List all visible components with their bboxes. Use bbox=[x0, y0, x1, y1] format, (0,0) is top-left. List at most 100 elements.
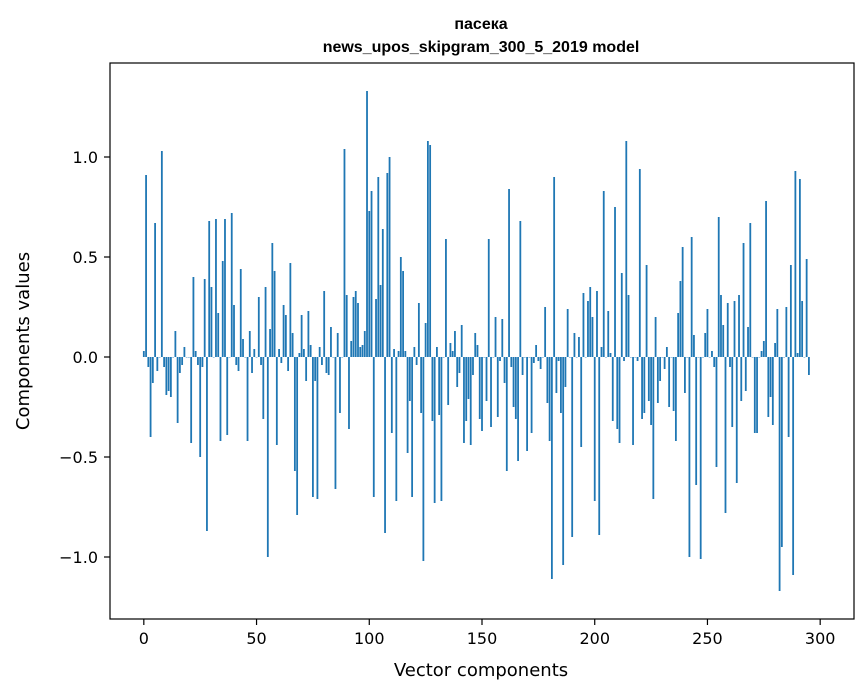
bar bbox=[647, 357, 650, 401]
bar bbox=[251, 357, 253, 373]
bar bbox=[769, 357, 772, 397]
bar bbox=[271, 243, 274, 357]
bar bbox=[350, 341, 353, 357]
bar bbox=[774, 343, 776, 357]
bar bbox=[160, 151, 163, 357]
bar bbox=[174, 331, 177, 357]
bar bbox=[620, 273, 623, 357]
bar bbox=[221, 261, 224, 357]
bar bbox=[298, 353, 301, 357]
bars-group bbox=[142, 91, 810, 591]
bar bbox=[431, 357, 434, 421]
bar bbox=[154, 223, 156, 357]
bar bbox=[566, 309, 569, 357]
bar bbox=[393, 349, 395, 357]
bar bbox=[278, 349, 280, 357]
bar bbox=[445, 239, 447, 357]
bar bbox=[440, 357, 443, 501]
bar bbox=[668, 357, 671, 407]
bar bbox=[147, 357, 150, 367]
bar bbox=[316, 357, 319, 499]
bar bbox=[413, 347, 416, 357]
bar bbox=[307, 311, 310, 357]
bar bbox=[436, 347, 438, 357]
bar bbox=[305, 357, 308, 381]
bar bbox=[246, 357, 249, 441]
bar bbox=[512, 357, 515, 407]
bar bbox=[787, 357, 790, 437]
bar bbox=[571, 357, 574, 537]
x-tick-label: 250 bbox=[692, 629, 723, 648]
bar bbox=[449, 343, 452, 357]
bar bbox=[386, 173, 389, 357]
bar bbox=[514, 357, 517, 419]
bar bbox=[242, 339, 244, 357]
bar bbox=[767, 357, 770, 417]
bar bbox=[169, 357, 172, 397]
bar bbox=[165, 357, 168, 395]
bar bbox=[596, 291, 598, 357]
bar bbox=[215, 219, 217, 357]
bar bbox=[323, 291, 326, 357]
y-tick-label: 0.0 bbox=[73, 348, 98, 367]
bar bbox=[239, 269, 242, 357]
bar bbox=[145, 175, 147, 357]
bar bbox=[607, 311, 610, 357]
bar bbox=[178, 357, 181, 373]
bar bbox=[199, 357, 202, 457]
bar bbox=[359, 347, 362, 357]
bar bbox=[704, 333, 707, 357]
bar bbox=[217, 313, 220, 357]
bar bbox=[206, 357, 208, 531]
bar bbox=[792, 357, 795, 575]
bar bbox=[593, 357, 596, 501]
x-tick-label: 200 bbox=[579, 629, 610, 648]
bar bbox=[713, 357, 716, 367]
bar bbox=[339, 357, 341, 413]
bar bbox=[366, 91, 368, 357]
bar bbox=[302, 349, 305, 357]
bar bbox=[711, 351, 713, 357]
bar bbox=[544, 307, 547, 357]
bar bbox=[233, 305, 235, 357]
bar bbox=[618, 357, 621, 443]
bar bbox=[194, 351, 197, 357]
bar bbox=[578, 337, 580, 357]
bar bbox=[690, 237, 693, 357]
bar bbox=[808, 357, 810, 375]
bar bbox=[722, 325, 725, 357]
bar bbox=[548, 357, 551, 441]
bar bbox=[724, 357, 727, 513]
bar bbox=[142, 351, 145, 357]
x-axis-label: Vector components bbox=[394, 660, 568, 681]
bar bbox=[744, 357, 747, 391]
bar bbox=[406, 357, 409, 453]
x-tick-label: 300 bbox=[805, 629, 836, 648]
bar bbox=[742, 243, 745, 357]
bar bbox=[530, 357, 533, 433]
bar bbox=[684, 357, 686, 393]
bar bbox=[643, 357, 646, 413]
bar bbox=[379, 285, 382, 357]
bar bbox=[266, 357, 269, 557]
bar bbox=[309, 345, 312, 357]
bar bbox=[616, 357, 619, 429]
y-axis-label: Components values bbox=[13, 252, 34, 430]
bar bbox=[451, 351, 454, 357]
bar bbox=[287, 357, 290, 371]
bar bbox=[589, 287, 592, 357]
bar bbox=[805, 259, 808, 357]
bar bbox=[740, 357, 743, 401]
y-tick-label: 1.0 bbox=[73, 148, 98, 167]
bar bbox=[652, 357, 655, 499]
bar bbox=[627, 295, 630, 357]
bar bbox=[248, 331, 251, 357]
bar bbox=[591, 317, 594, 357]
bar bbox=[345, 295, 348, 357]
bar bbox=[587, 301, 589, 357]
y-tick-label: 0.5 bbox=[73, 248, 98, 267]
bar bbox=[149, 357, 152, 437]
chart-title: пасека bbox=[454, 16, 507, 33]
bar bbox=[776, 309, 779, 357]
bar bbox=[535, 345, 538, 357]
